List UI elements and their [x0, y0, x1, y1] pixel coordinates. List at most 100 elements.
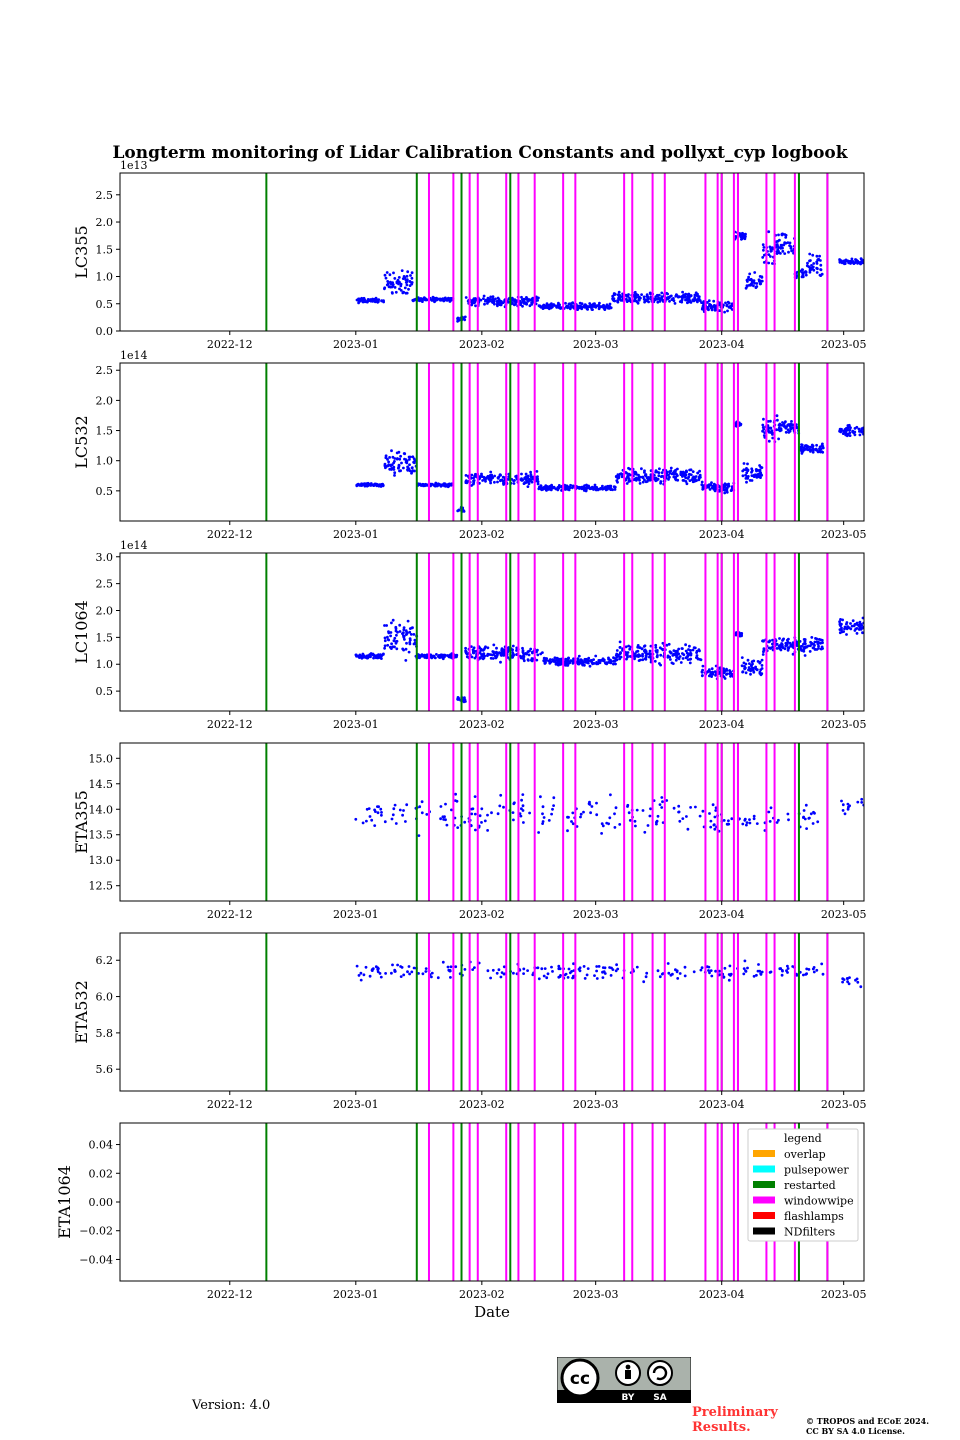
data-point	[543, 305, 546, 308]
data-point	[542, 974, 546, 978]
data-point	[803, 817, 807, 821]
data-point	[601, 824, 605, 828]
data-point	[654, 469, 658, 473]
data-point	[599, 305, 603, 309]
data-point	[616, 967, 620, 971]
data-point	[522, 300, 526, 303]
data-point	[624, 478, 628, 482]
data-point	[402, 290, 405, 294]
data-point	[761, 429, 764, 433]
data-point	[405, 283, 409, 287]
data-point	[495, 971, 499, 975]
data-point	[815, 443, 818, 447]
data-point	[761, 243, 765, 247]
data-point	[406, 619, 410, 623]
data-point	[364, 965, 368, 969]
legend-entry-windowwipe: windowwipe	[784, 1195, 854, 1208]
data-point	[656, 969, 660, 973]
y-tick-label: 2.5	[96, 364, 114, 377]
data-point	[463, 696, 466, 699]
plot-area	[265, 1123, 829, 1281]
data-point	[723, 491, 727, 495]
data-point	[588, 803, 592, 806]
data-point	[547, 819, 551, 822]
y-tick-label: 1.5	[96, 425, 114, 438]
data-point	[401, 813, 404, 817]
data-point	[750, 469, 754, 472]
data-point	[638, 482, 642, 485]
data-point	[780, 973, 784, 977]
data-point	[408, 627, 412, 630]
data-point	[789, 246, 793, 250]
data-point	[577, 654, 581, 658]
data-point	[445, 823, 449, 827]
data-point	[762, 261, 766, 264]
data-point	[815, 968, 819, 972]
data-point	[495, 646, 498, 650]
data-point	[816, 642, 820, 646]
data-point	[853, 622, 857, 626]
data-point	[777, 818, 780, 822]
data-point	[383, 636, 387, 640]
data-point	[799, 647, 803, 651]
data-point	[857, 628, 861, 631]
data-point	[743, 959, 747, 963]
svg-text:cc: cc	[570, 1369, 590, 1389]
data-point	[541, 307, 545, 310]
data-point	[649, 295, 653, 299]
data-point	[804, 273, 808, 277]
x-tick-label: 2023-04	[699, 1098, 745, 1111]
data-point	[527, 653, 531, 657]
data-point	[746, 462, 749, 466]
y-tick-label: 0.0	[96, 325, 114, 338]
data-point	[679, 661, 683, 664]
data-point	[537, 296, 540, 300]
data-point	[486, 813, 489, 817]
data-point	[757, 278, 761, 282]
data-point	[710, 974, 714, 978]
data-point	[848, 976, 851, 979]
data-point	[693, 646, 697, 650]
data-point	[389, 280, 392, 284]
data-point	[804, 803, 808, 807]
data-point	[654, 643, 658, 647]
data-point	[537, 977, 541, 981]
data-point	[760, 276, 764, 279]
legend-swatch-pulsepower	[753, 1165, 775, 1173]
data-point	[446, 654, 450, 658]
data-point	[695, 654, 699, 657]
data-point	[820, 444, 824, 448]
data-point	[644, 975, 648, 979]
y-tick-label: 6.2	[96, 954, 114, 967]
data-point	[571, 811, 575, 815]
data-point	[529, 475, 533, 479]
data-point	[847, 982, 851, 986]
x-tick-label: 2023-01	[333, 1288, 379, 1301]
data-point	[707, 299, 711, 303]
data-point	[518, 654, 522, 658]
data-point	[395, 633, 398, 637]
y-tick-label: 2.5	[96, 578, 114, 591]
data-point	[355, 298, 359, 302]
data-point	[810, 443, 814, 447]
data-point	[389, 634, 392, 638]
data-point	[688, 658, 692, 661]
data-point	[612, 662, 615, 666]
data-point	[639, 658, 642, 662]
data-point	[470, 655, 474, 659]
data-point	[701, 487, 705, 491]
y-tick-label: 15.0	[89, 752, 114, 765]
data-point	[813, 811, 816, 815]
data-point	[356, 483, 360, 487]
data-point	[566, 486, 570, 490]
data-point	[767, 439, 771, 443]
data-point	[710, 675, 713, 678]
data-point	[393, 277, 397, 280]
data-point	[691, 470, 695, 473]
y-tick-label: 5.8	[96, 1027, 114, 1040]
data-point	[456, 826, 460, 829]
data-point	[820, 962, 824, 966]
axes-frame	[119, 932, 865, 1092]
data-point	[394, 822, 398, 825]
data-point	[595, 486, 599, 489]
